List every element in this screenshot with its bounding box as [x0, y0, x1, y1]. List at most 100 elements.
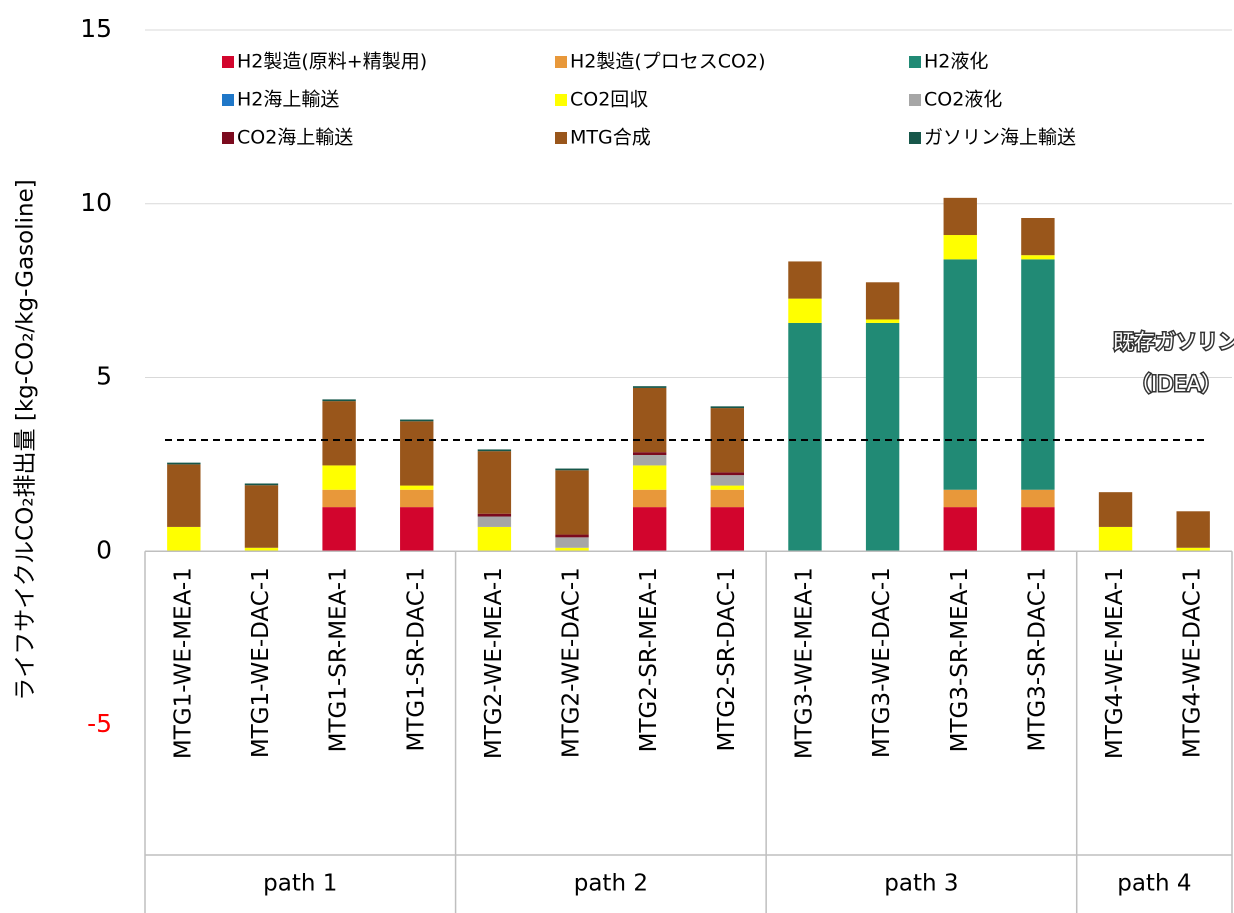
- bar-segment: [322, 489, 356, 508]
- bar-segment: [943, 507, 977, 552]
- bar-segment: [477, 513, 512, 517]
- bar-segment: [632, 507, 667, 552]
- bar-segment: [710, 485, 745, 490]
- bar-segment: [244, 485, 279, 548]
- bar-segment: [477, 449, 512, 452]
- bar-segment: [1021, 259, 1055, 490]
- x-tick-label: MTG2-WE-MEA-1: [481, 567, 507, 759]
- bar-segment: [400, 485, 434, 490]
- bar-segment: [1176, 547, 1210, 552]
- legend-swatch: [555, 56, 567, 68]
- legend-swatch: [555, 132, 567, 144]
- bar-segment: [788, 261, 822, 299]
- legend-swatch: [909, 94, 921, 106]
- bar-segment: [555, 534, 589, 538]
- bar-segment: [943, 235, 977, 260]
- bar-segment: [555, 468, 589, 471]
- legend-label: H2海上輸送: [237, 89, 339, 111]
- bar-segment: [710, 406, 745, 409]
- legend-swatch: [909, 56, 921, 68]
- bar-segment: [400, 419, 434, 422]
- reference-label: （IDEA）: [1130, 372, 1222, 396]
- bar-segment: [400, 421, 434, 486]
- bar-segment: [1021, 507, 1055, 552]
- bar-segment: [322, 465, 356, 490]
- y-tick-label: -5: [87, 709, 112, 738]
- bar-segment: [943, 489, 977, 508]
- x-tick-label: MTG1-WE-DAC-1: [248, 567, 274, 758]
- legend-swatch: [222, 56, 234, 68]
- x-tick-label: MTG3-WE-MEA-1: [791, 567, 817, 759]
- bar-segment: [167, 462, 201, 465]
- bar-segment: [632, 452, 667, 455]
- bar-segment: [244, 483, 279, 486]
- y-tick-label: 0: [96, 535, 112, 564]
- bar-segment: [167, 464, 201, 527]
- bar-segment: [710, 489, 745, 508]
- bar-segment: [555, 537, 589, 548]
- legend-swatch: [222, 132, 234, 144]
- bar-segment: [477, 516, 512, 527]
- x-tick-label: MTG1-SR-MEA-1: [326, 567, 352, 752]
- x-tick-label: MTG2-WE-DAC-1: [559, 567, 585, 758]
- legend-label: H2製造(原料+精製用): [237, 51, 427, 73]
- bar-segment: [865, 282, 900, 320]
- bar-segment: [865, 319, 900, 323]
- bar-segment: [555, 547, 589, 552]
- x-tick-label: MTG4-WE-MEA-1: [1102, 567, 1128, 759]
- group-label: path 2: [574, 871, 648, 897]
- bar-segment: [1098, 492, 1133, 527]
- legend-label: ガソリン海上輸送: [924, 127, 1076, 149]
- group-label: path 3: [884, 871, 958, 897]
- legend-swatch: [555, 94, 567, 106]
- bar-segment: [632, 387, 667, 453]
- bar-segment: [1021, 217, 1055, 256]
- x-tick-label: MTG2-SR-DAC-1: [714, 567, 740, 751]
- legend-label: CO2海上輸送: [237, 127, 353, 149]
- y-tick-label: 5: [96, 362, 112, 391]
- bar-segment: [400, 507, 434, 552]
- legend-label: MTG合成: [570, 127, 651, 149]
- reference-label: 既存ガソリン: [1113, 330, 1234, 354]
- bar-segment: [477, 526, 512, 552]
- group-label: path 1: [263, 871, 337, 897]
- x-tick-label: MTG3-SR-MEA-1: [947, 567, 973, 752]
- bar-segment: [477, 451, 512, 514]
- bar-segment: [943, 259, 977, 490]
- x-tick-label: MTG3-WE-DAC-1: [869, 567, 895, 758]
- bar-segment: [322, 401, 356, 466]
- x-tick-label: MTG3-SR-DAC-1: [1024, 567, 1050, 751]
- bar-segment: [632, 489, 667, 508]
- bar-segment: [632, 454, 667, 466]
- x-tick-label: MTG1-WE-MEA-1: [170, 567, 196, 759]
- bar-segment: [632, 386, 667, 388]
- bar-segment: [710, 472, 745, 476]
- legend-label: H2製造(プロセスCO2): [570, 51, 766, 73]
- bar-segment: [322, 507, 356, 552]
- legend-swatch: [222, 94, 234, 106]
- bar-segment: [1021, 489, 1055, 508]
- bar-segment: [710, 475, 745, 486]
- bar-segment: [1098, 526, 1133, 552]
- bar-segment: [400, 489, 434, 508]
- legend-label: CO2回収: [570, 89, 648, 111]
- bar-segment: [632, 465, 667, 490]
- y-tick-label: 15: [80, 14, 112, 43]
- bar-segment: [167, 526, 201, 552]
- x-tick-label: MTG4-WE-DAC-1: [1180, 567, 1206, 758]
- bar-segment: [555, 470, 589, 535]
- bar-segment: [788, 298, 822, 323]
- bar-segment: [788, 322, 822, 552]
- bar-segment: [710, 507, 745, 552]
- y-axis-title: ライフサイクルCO₂排出量 [kg-CO₂/kg-Gasoline]: [13, 179, 39, 700]
- group-label: path 4: [1117, 871, 1191, 897]
- bar-segment: [1176, 511, 1210, 548]
- legend-swatch: [909, 132, 921, 144]
- bar-segment: [322, 399, 356, 402]
- legend-label: H2液化: [924, 51, 988, 73]
- bar-segment: [943, 197, 977, 236]
- x-tick-label: MTG2-SR-MEA-1: [636, 567, 662, 752]
- bar-segment: [1021, 255, 1055, 260]
- bar-segment: [244, 547, 279, 552]
